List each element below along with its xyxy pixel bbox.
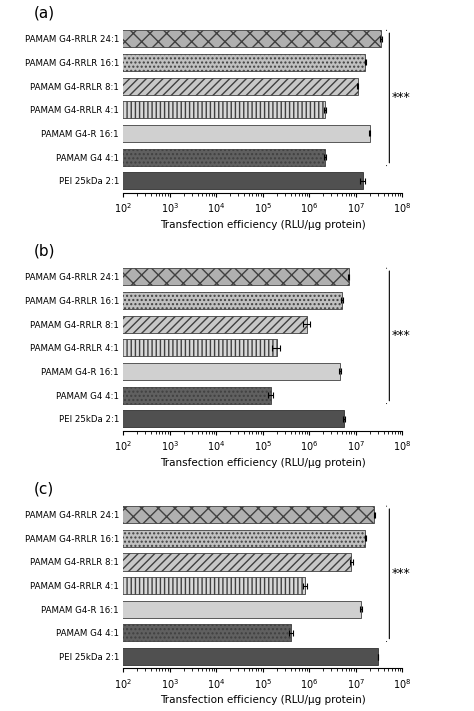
Bar — [0, 506, 374, 523]
X-axis label: Transfection efficiency (RLU/μg protein): Transfection efficiency (RLU/μg protein) — [160, 695, 365, 705]
Bar — [0, 530, 365, 547]
Bar — [0, 125, 370, 142]
Text: ***: *** — [392, 329, 410, 343]
X-axis label: Transfection efficiency (RLU/μg protein): Transfection efficiency (RLU/μg protein) — [160, 457, 365, 468]
Text: (c): (c) — [34, 481, 54, 496]
Bar — [0, 268, 348, 285]
Text: (a): (a) — [34, 6, 55, 21]
Bar — [0, 577, 305, 594]
Bar — [0, 410, 344, 427]
Bar — [0, 292, 342, 309]
Bar — [0, 601, 361, 618]
Text: (b): (b) — [34, 243, 55, 258]
Bar — [0, 339, 277, 356]
Text: ***: *** — [392, 92, 410, 105]
Bar — [0, 149, 325, 166]
Bar — [0, 316, 307, 333]
Bar — [0, 648, 378, 665]
Bar — [0, 77, 358, 95]
Bar — [0, 363, 340, 380]
Bar — [0, 172, 363, 189]
Bar — [0, 624, 291, 641]
Bar — [0, 54, 365, 71]
Bar — [0, 31, 381, 48]
Bar — [0, 553, 351, 570]
Bar — [0, 387, 271, 404]
Text: ***: *** — [392, 567, 410, 580]
X-axis label: Transfection efficiency (RLU/μg protein): Transfection efficiency (RLU/μg protein) — [160, 220, 365, 230]
Bar — [0, 101, 325, 118]
